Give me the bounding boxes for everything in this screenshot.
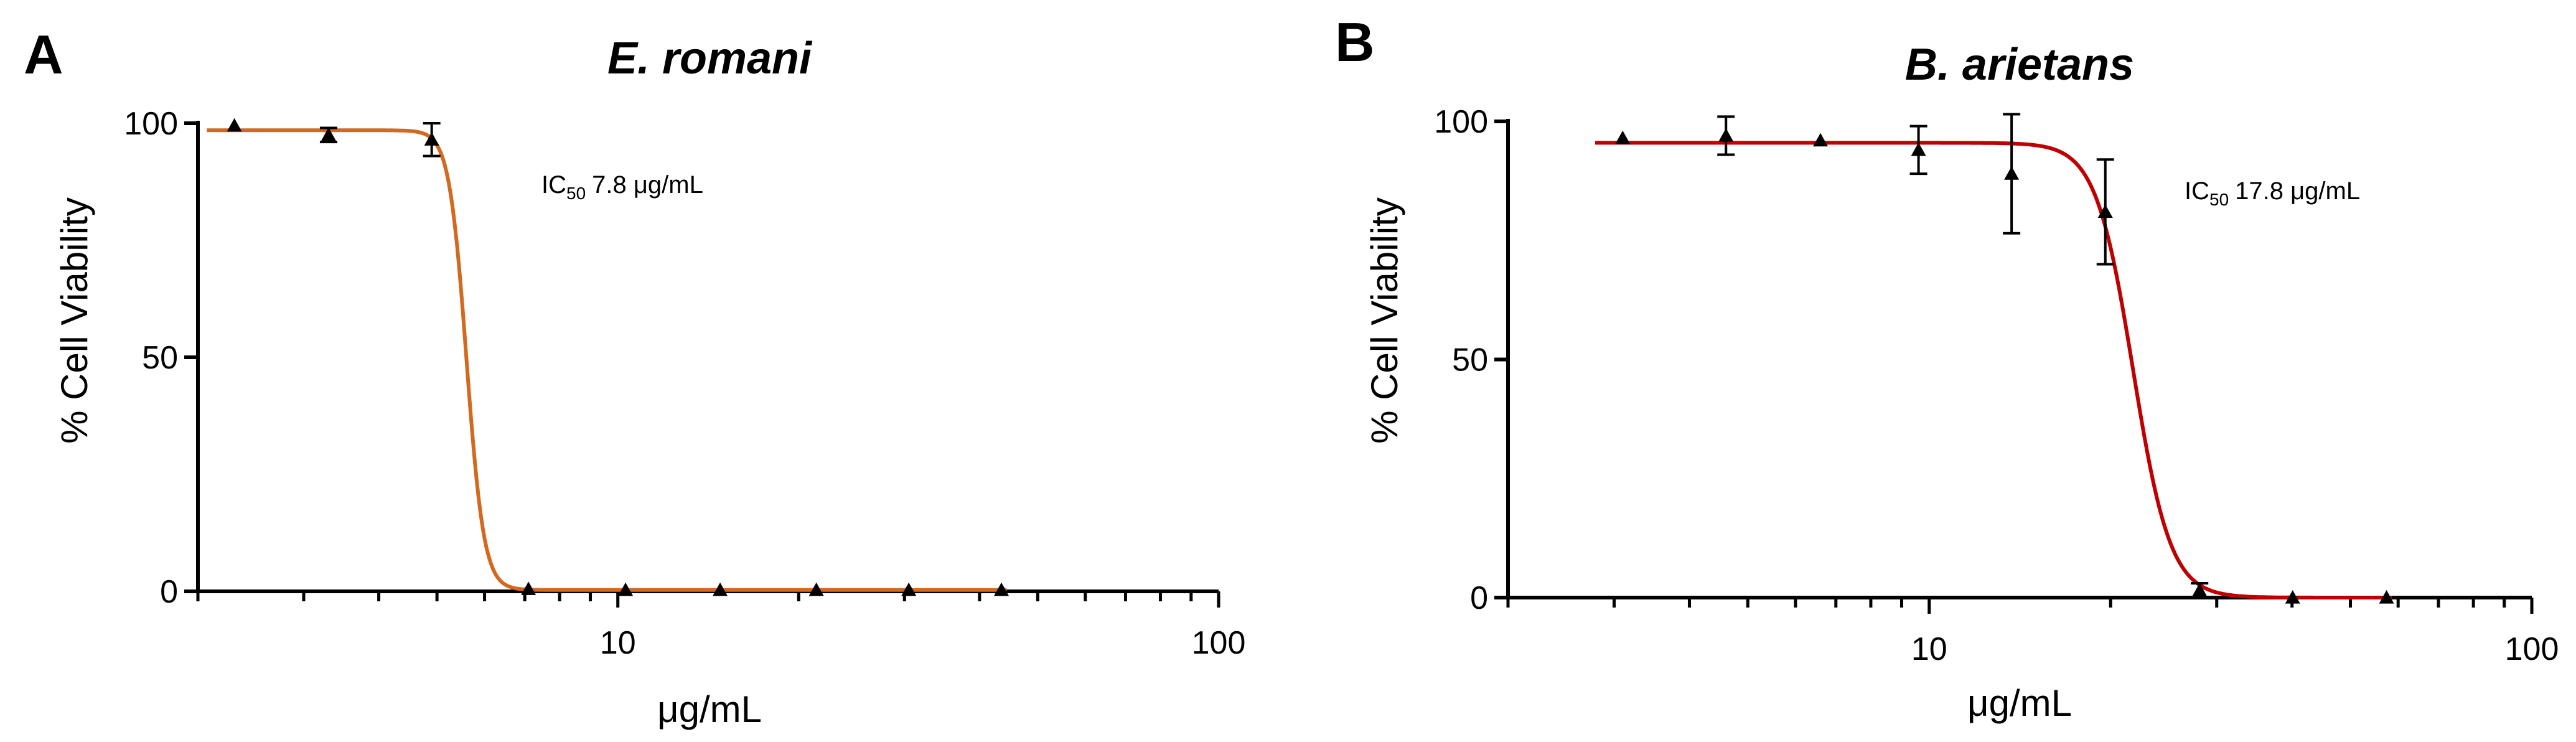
ic50-annotation-a: IC50 7.8 μg/mL [541, 171, 703, 203]
x-tick-label: 10 [600, 625, 636, 661]
panel-label-a: A [24, 24, 63, 85]
x-axis-label-a: μg/mL [657, 688, 762, 730]
data-point [713, 582, 728, 596]
x-tick-label: 10 [1911, 631, 1947, 667]
data-point [618, 582, 634, 596]
fit-curve-b [1595, 141, 2392, 599]
data-point [1813, 133, 1829, 147]
panel-a: A E. romani % Cell Viability μg/mL IC50 7… [24, 24, 1245, 730]
y-tick-label: 50 [142, 340, 178, 376]
y-axis-label-a: % Cell Viability [54, 197, 95, 444]
data-point [2285, 590, 2300, 604]
y-tick-label: 100 [124, 106, 178, 142]
data-point [1718, 128, 1734, 142]
data-point [321, 127, 336, 141]
y-tick-label: 0 [1470, 580, 1488, 616]
y-tick-label: 100 [1434, 104, 1488, 140]
panel-b: B B. arietans % Cell Viability μg/mL IC5… [1335, 11, 2559, 724]
data-point [901, 582, 917, 596]
data-point [2192, 583, 2208, 597]
data-point [521, 581, 536, 595]
data-point [424, 132, 439, 146]
chart-title-a: E. romani [607, 34, 813, 83]
y-axis-label-b: % Cell Viability [1364, 197, 1405, 444]
x-tick-label: 100 [1192, 625, 1246, 661]
fit-curve-a [207, 128, 1007, 592]
data-point [2379, 590, 2394, 604]
x-axis-label-b: μg/mL [1967, 682, 2072, 724]
data-point [1615, 130, 1631, 144]
data-point [1911, 142, 1926, 156]
data-point [808, 582, 824, 596]
data-point [2004, 166, 2020, 180]
y-tick-label: 0 [160, 574, 178, 610]
plot-area-b: 0 50 100 10 100 [1434, 104, 2559, 667]
data-point [227, 118, 242, 132]
x-tick-label: 100 [2505, 631, 2559, 667]
plot-area-a: 0 50 100 10 100 [124, 106, 1245, 661]
y-tick-label: 50 [1452, 342, 1488, 378]
data-point [994, 582, 1009, 596]
ic50-annotation-b: IC50 17.8 μg/mL [2185, 177, 2360, 209]
chart-title-b: B. arietans [1905, 40, 2134, 90]
panel-label-b: B [1335, 11, 1375, 73]
data-point [2097, 204, 2113, 218]
